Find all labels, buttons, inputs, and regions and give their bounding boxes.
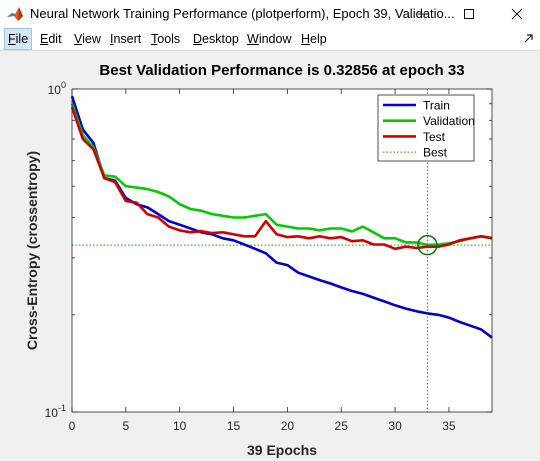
y-tick-label: 10-1	[45, 403, 66, 420]
x-tick-label: 30	[388, 419, 402, 433]
y-tick-label: 100	[48, 80, 66, 97]
legend-label-train: Train	[423, 99, 450, 113]
legend-label-test: Test	[423, 130, 446, 144]
close-icon	[511, 8, 523, 20]
maximize-button[interactable]	[446, 0, 492, 28]
matlab-icon	[7, 7, 23, 21]
minimize-button[interactable]	[400, 0, 446, 28]
window-title: Neural Network Training Performance (plo…	[30, 6, 455, 21]
chart-title: Best Validation Performance is 0.32856 a…	[99, 62, 464, 79]
minimize-icon	[418, 13, 428, 15]
menu-tools[interactable]: Tools	[151, 32, 181, 46]
menu-insert[interactable]: Insert	[110, 32, 142, 46]
menu-file[interactable]: File	[4, 28, 33, 50]
x-axis-label: 39 Epochs	[247, 442, 317, 458]
menu-window[interactable]: Window	[247, 32, 292, 46]
menu-desktop[interactable]: Desktop	[193, 32, 239, 46]
menu-help[interactable]: Help	[301, 32, 327, 46]
menu-view[interactable]: View	[74, 32, 101, 46]
title-bar[interactable]: Neural Network Training Performance (plo…	[0, 0, 540, 28]
legend-label-best: Best	[423, 146, 448, 160]
x-tick-label: 5	[123, 419, 130, 433]
best-marker	[417, 234, 438, 256]
x-tick-label: 0	[69, 419, 76, 433]
legend-label-validation: Validation	[423, 114, 475, 128]
series-line-test	[70, 106, 493, 251]
maximize-icon	[464, 9, 474, 19]
x-tick-label: 20	[281, 419, 295, 433]
x-tick-label: 10	[173, 419, 187, 433]
x-tick-label: 25	[335, 419, 349, 433]
dock-arrow-icon[interactable]	[522, 32, 536, 46]
performance-chart[interactable]: Best Validation Performance is 0.32856 a…	[0, 51, 540, 461]
x-tick-label: 15	[227, 419, 241, 433]
axes-box	[71, 88, 493, 413]
series-line-train	[70, 95, 493, 339]
x-tick-label: 35	[442, 419, 456, 433]
close-button[interactable]	[494, 0, 540, 28]
menu-bar: File Edit View Insert Tools Desktop Window Help	[0, 28, 540, 51]
menu-edit[interactable]: Edit	[40, 32, 62, 46]
y-axis-label: Cross-Entropy (crossentropy)	[24, 151, 40, 350]
series-line-validation	[70, 103, 493, 247]
